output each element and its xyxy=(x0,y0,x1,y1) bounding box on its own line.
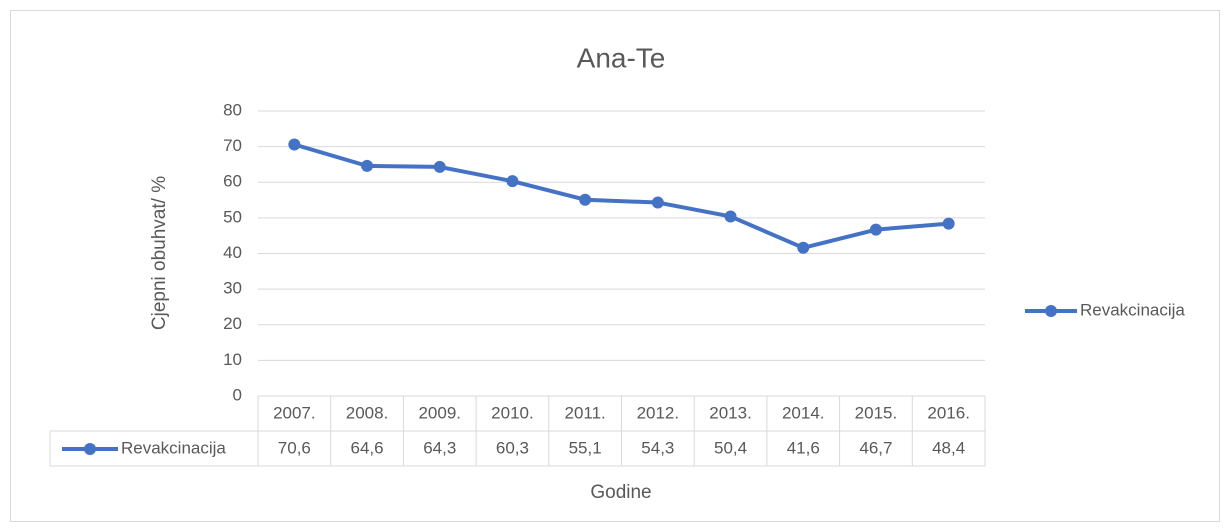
y-tick-label: 0 xyxy=(233,385,242,404)
y-tick-label: 80 xyxy=(223,100,242,119)
x-tick-label: 2008. xyxy=(346,403,389,422)
point xyxy=(433,160,446,173)
x-tick-label: 2011. xyxy=(565,403,606,422)
point xyxy=(579,193,592,206)
table-value: 60,3 xyxy=(496,438,529,457)
table-value: 41,6 xyxy=(787,438,820,457)
point xyxy=(506,175,519,188)
point xyxy=(651,196,664,209)
x-tick-label: 2007. xyxy=(273,403,316,422)
series-line xyxy=(293,142,949,250)
point xyxy=(724,210,737,223)
x-tick-label: 2009. xyxy=(418,403,461,422)
chart-border xyxy=(10,10,1220,522)
chart-title: Ana-Te xyxy=(577,42,666,73)
table-value: 64,3 xyxy=(423,438,456,457)
y-axis-title: Cjepni obuhvat/ % xyxy=(149,176,170,330)
x-axis-title: Godine xyxy=(590,482,651,503)
table-legend-marker xyxy=(84,443,96,455)
y-tick-label: 10 xyxy=(223,350,242,369)
y-tick-label: 20 xyxy=(223,314,242,333)
y-tick-label: 50 xyxy=(223,207,242,226)
table-value: 50,4 xyxy=(714,438,747,457)
y-tick-label: 30 xyxy=(223,279,242,298)
y-tick-label: 70 xyxy=(223,136,242,155)
x-tick-label: 2014. xyxy=(782,403,825,422)
table-value: 55,1 xyxy=(569,438,602,457)
table-series-name: Revakcinacija xyxy=(121,438,226,457)
point xyxy=(869,223,882,236)
table-value: 70,6 xyxy=(278,438,311,457)
table-value: 46,7 xyxy=(859,438,892,457)
x-tick-label: 2016. xyxy=(927,403,970,422)
point xyxy=(361,159,374,172)
y-tick-label: 60 xyxy=(223,172,242,191)
y-tick-label: 40 xyxy=(223,243,242,262)
x-tick-label: 2010. xyxy=(491,403,534,422)
table-value: 54,3 xyxy=(641,438,674,457)
x-tick-label: 2015. xyxy=(855,403,898,422)
legend-marker xyxy=(1045,305,1057,317)
point xyxy=(288,138,301,151)
legend-label: Revakcinacija xyxy=(1080,300,1185,319)
table-value: 64,6 xyxy=(351,438,384,457)
point xyxy=(797,241,810,254)
x-tick-label: 2013. xyxy=(709,403,752,422)
point xyxy=(942,217,955,230)
table-value: 48,4 xyxy=(932,438,965,457)
x-tick-label: 2012. xyxy=(637,403,680,422)
